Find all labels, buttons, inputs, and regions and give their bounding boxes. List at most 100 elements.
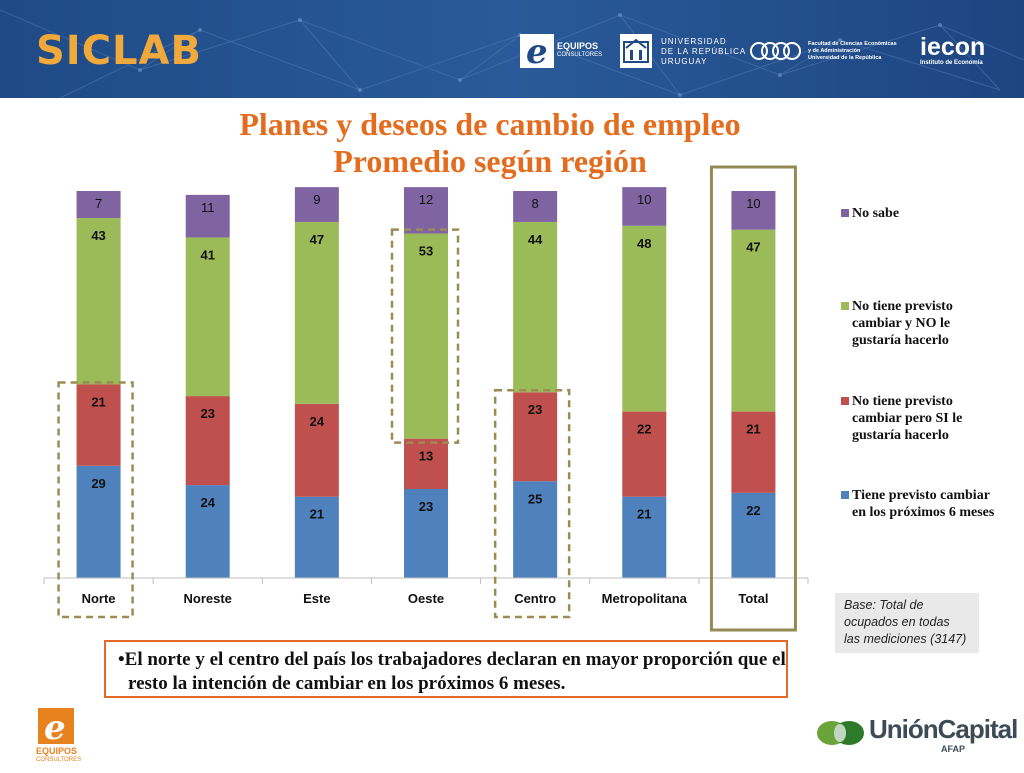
bar-metropolitana-series-2 (622, 225, 667, 412)
fcea-line2: y de Administración (808, 48, 861, 54)
udelar-line2: DE LA REPÚBLICA (661, 47, 747, 56)
data-label: 23 (528, 402, 542, 417)
data-label: 25 (528, 491, 542, 506)
x-tick-label: Oeste (408, 591, 444, 606)
x-axis: Norte Noreste Este Oeste Centro Metropolitana… (43, 577, 809, 606)
equipos-footer-name: EQUIPOS (36, 746, 78, 756)
legend-swatch (841, 397, 849, 405)
bar-metropolitana-series-0 (622, 496, 667, 578)
bar-norte-series-0 (76, 465, 121, 578)
x-tick-label: Noreste (184, 591, 232, 606)
data-label: 44 (528, 232, 543, 247)
fcea-rings-icon (750, 42, 801, 60)
bar-oeste-series-2 (404, 233, 448, 439)
unioncapital-logo: UniónCapital AFAP (815, 710, 1018, 760)
x-tick-label: Metropolitana (602, 591, 688, 606)
data-label: 10 (637, 192, 651, 207)
data-label: 24 (200, 495, 215, 510)
data-label: 22 (637, 422, 651, 437)
x-tick-label: Centro (514, 591, 556, 606)
base-note: Base: Total de ocupados en todas las med… (835, 593, 979, 653)
fcea-line3: Universidad de la República (808, 55, 882, 61)
highlight-boxes-layer (57, 165, 797, 632)
chart-title-line1: Planes y deseos de cambio de empleo (239, 106, 741, 142)
bar-metropolitana-series-3 (622, 187, 667, 226)
bar-centro-series-3 (513, 191, 558, 222)
bar-este-series-0 (294, 496, 339, 578)
bar-oeste-series-1 (404, 438, 448, 489)
data-label: 47 (310, 232, 324, 247)
legend-label: Tiene previsto cambiar en los próximos 6… (852, 488, 995, 520)
data-label: 21 (310, 507, 324, 522)
x-tick-label: Total (738, 591, 768, 606)
bar-noreste-series-1 (185, 396, 230, 486)
udelar-line1: UNIVERSIDAD (661, 37, 727, 46)
udelar-line3: URUGUAY (661, 57, 708, 66)
bar-centro-series-2 (513, 221, 558, 393)
chart-title-line2: Promedio según región (333, 143, 647, 179)
data-label: 24 (310, 414, 325, 429)
x-tick-label: Este (303, 591, 330, 606)
legend-swatch (841, 209, 849, 217)
legend-swatch (841, 302, 849, 310)
data-label: 8 (532, 196, 539, 211)
bar-centro-series-0 (513, 481, 558, 578)
equipos-footer-logo: e EQUIPOS CONSULTORES (36, 706, 82, 768)
bar-metropolitana-series-1 (622, 411, 667, 497)
bar-norte-series-2 (76, 218, 121, 385)
unioncapital-name: UniónCapital (869, 714, 1018, 744)
data-label: 47 (746, 240, 760, 255)
data-label: 53 (419, 244, 433, 259)
legend-label: No sabe (852, 206, 900, 221)
unioncapital-leaf-icon (817, 721, 864, 745)
bar-este-series-3 (294, 187, 339, 222)
bar-este-series-2 (294, 221, 339, 404)
data-label: 21 (637, 507, 651, 522)
bar-este-series-1 (294, 403, 339, 497)
data-label: 48 (637, 236, 651, 251)
highlight-box-oeste (390, 228, 460, 444)
data-label: 23 (419, 499, 433, 514)
fcea-line1: Facultad de Ciencias Económicas (808, 41, 897, 47)
highlight-box-total (709, 165, 797, 632)
bar-oeste-series-0 (404, 488, 448, 578)
header-banner: SICLAB e EQUIPOS CONSULTORES UNIVERSIDAD… (0, 0, 1024, 98)
legend-swatch (841, 491, 849, 499)
bar-norte-series-3 (76, 191, 121, 219)
bar-noreste-series-2 (185, 237, 230, 397)
equipos-footer-sub: CONSULTORES (36, 757, 82, 763)
legend-label: No tiene previsto cambiar y NO le gustar… (852, 299, 953, 348)
conclusion-text: •El norte y el centro del país los traba… (118, 649, 786, 694)
data-label: 7 (95, 196, 102, 211)
iecon-logo-text: iecon (920, 33, 986, 61)
data-label: 29 (91, 476, 105, 491)
x-tick-label: Norte (82, 591, 116, 606)
bar-centro-series-1 (513, 392, 558, 482)
data-label: 12 (419, 192, 433, 207)
highlight-box-centro (493, 388, 571, 619)
data-label: 10 (746, 196, 760, 211)
chart-title: Planes y deseos de cambio de empleo Prom… (150, 106, 830, 180)
highlight-box-norte (57, 381, 134, 619)
data-label: 13 (419, 449, 433, 464)
bar-noreste-series-0 (185, 485, 230, 578)
bar-norte-series-1 (76, 384, 121, 466)
bar-total-series-2 (731, 229, 776, 412)
data-label: 23 (200, 406, 214, 421)
data-label: 43 (91, 228, 105, 243)
bar-oeste-series-3 (404, 187, 448, 234)
bars-layer (76, 187, 776, 578)
svg-text:e: e (44, 708, 66, 748)
conclusion-box: •El norte y el centro del país los traba… (104, 640, 788, 698)
iecon-logo-sub: Instituto de Economía (920, 60, 983, 66)
bar-noreste-series-3 (185, 194, 230, 238)
equipos-logo-text: EQUIPOS (557, 41, 599, 51)
data-label: 21 (746, 422, 760, 437)
equipos-e-icon: e (520, 32, 554, 72)
data-label: 11 (201, 200, 215, 215)
bar-total-series-3 (731, 191, 776, 230)
data-label: 22 (746, 503, 760, 518)
university-seal-icon (620, 34, 652, 68)
data-label: 9 (313, 192, 320, 207)
